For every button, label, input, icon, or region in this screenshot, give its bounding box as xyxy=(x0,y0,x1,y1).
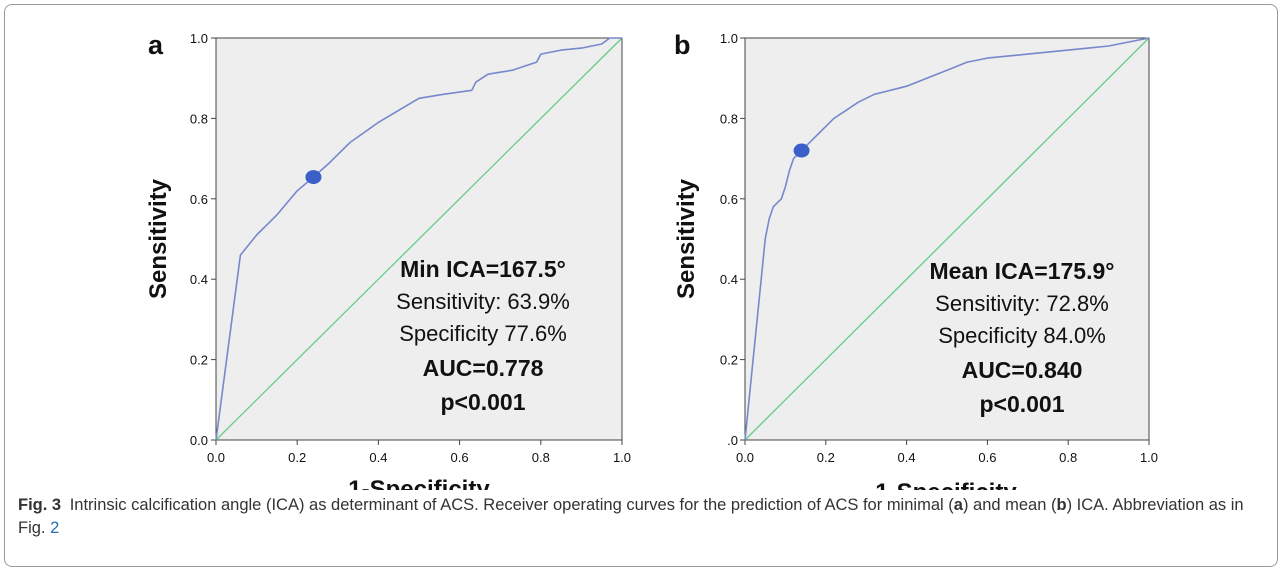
panel-b-y-tick-label: 0.4 xyxy=(720,272,738,287)
panel-a-y-axis-label: Sensitivity xyxy=(145,178,172,299)
panel-b-x-tick-label: 0.4 xyxy=(898,450,916,465)
panel-a-annotation-threshold: Min ICA=167.5° xyxy=(400,256,566,282)
figure-caption: Fig. 3 Intrinsic calcification angle (IC… xyxy=(18,494,1274,540)
caption-text-3: ) ICA. Abbreviation as in Fig. xyxy=(18,496,1244,537)
panel-b-x-tick-label: 0.8 xyxy=(1059,450,1077,465)
panel-a-y-tick-label: 1.0 xyxy=(190,31,208,46)
panel-a-x-tick-label: 0.8 xyxy=(532,450,550,465)
panel-a-reference-line xyxy=(215,37,623,441)
panel-b-x-axis-label: 1-Specificity xyxy=(875,479,1017,490)
panel-a-chart: a 1-Specificity Sensitivity 0.0 0.2 0.4 0.6… xyxy=(145,30,631,490)
panel-a-y-tick-label: 0.2 xyxy=(190,353,208,368)
panel-a-annotation-p-value: p<0.001 xyxy=(440,389,525,415)
panel-b-label: b xyxy=(674,30,691,60)
panel-b-cutoff-point xyxy=(793,143,810,158)
panel-a-x-tick-label: 0.0 xyxy=(207,450,225,465)
panel-b-y-tick-label: 0.6 xyxy=(720,192,738,207)
panel-a-annotation-sensitivity: Sensitivity: 63.9% xyxy=(396,289,570,314)
panel-a-annotation-auc: AUC=0.778 xyxy=(423,355,544,381)
panel-b-annotation-sensitivity: Sensitivity: 72.8% xyxy=(935,291,1109,316)
panel-b-y-tick-label: 1.0 xyxy=(720,31,738,46)
panel-b-y-tick-label: 0.8 xyxy=(720,111,738,126)
caption-panel-ref-b: b xyxy=(1056,496,1067,514)
panel-a-y-tick-label: 0.4 xyxy=(190,272,208,287)
panel-b-x-tick-label: 0.2 xyxy=(817,450,835,465)
panel-b-x-tick-label: 1.0 xyxy=(1140,450,1158,465)
panel-a-ticks: 0.0 0.2 0.4 0.6 0.8 1.0 0.0 0.2 0.4 0.6 0.8 1.0 xyxy=(190,31,631,465)
panel-a-x-tick-label: 0.2 xyxy=(288,450,306,465)
caption-figure-link[interactable]: 2 xyxy=(50,519,60,537)
panel-b-annotation-auc: AUC=0.840 xyxy=(962,357,1083,383)
panel-a-x-axis-label: 1-Specificity xyxy=(348,476,490,490)
panel-b-y-axis-label: Sensitivity xyxy=(673,178,700,299)
panel-b-annotation-specificity: Specificity 84.0% xyxy=(938,323,1106,348)
panel-b-reference-line xyxy=(744,37,1150,441)
panel-a-annotation-specificity: Specificity 77.6% xyxy=(399,321,567,346)
roc-figure: a 1-Specificity Sensitivity 0.0 0.2 0.4 0.6… xyxy=(145,30,1158,490)
panel-b-x-tick-label: 0.6 xyxy=(978,450,996,465)
figure-number: Fig. 3 xyxy=(18,496,62,514)
panel-a-roc-curve xyxy=(215,37,622,441)
panel-b-chart: b 1-Specificity Sensitivity 0.0 0.2 0.4 0.6… xyxy=(673,30,1158,490)
panel-a-cutoff-point xyxy=(305,170,322,185)
panel-b-annotation-p-value: p<0.001 xyxy=(979,391,1064,417)
panel-b-y-tick-label: .0 xyxy=(727,433,738,448)
caption-panel-ref-a: a xyxy=(953,496,963,514)
figure-frame xyxy=(4,4,1278,567)
panel-a-label: a xyxy=(148,30,164,60)
panel-a-x-tick-label: 1.0 xyxy=(613,450,631,465)
panel-b-y-tick-label: 0.2 xyxy=(720,353,738,368)
panel-a-x-tick-label: 0.6 xyxy=(451,450,469,465)
caption-text-1: Intrinsic calcification angle (ICA) as d… xyxy=(69,496,954,514)
caption-text-2: ) and mean ( xyxy=(962,496,1057,514)
panel-b-x-tick-label: 0.0 xyxy=(736,450,754,465)
panel-b-ticks: 0.0 0.2 0.4 0.6 0.8 1.0 .0 0.2 0.4 0.6 0.8 1.0 xyxy=(720,31,1158,465)
panel-b-annotation-threshold: Mean ICA=175.9° xyxy=(930,258,1115,284)
panel-a-x-tick-label: 0.4 xyxy=(369,450,387,465)
panel-a-y-tick-label: 0.0 xyxy=(190,433,208,448)
panel-a-y-tick-label: 0.8 xyxy=(190,111,208,126)
panel-b-roc-curve xyxy=(744,37,1150,441)
panel-a-y-tick-label: 0.6 xyxy=(190,192,208,207)
